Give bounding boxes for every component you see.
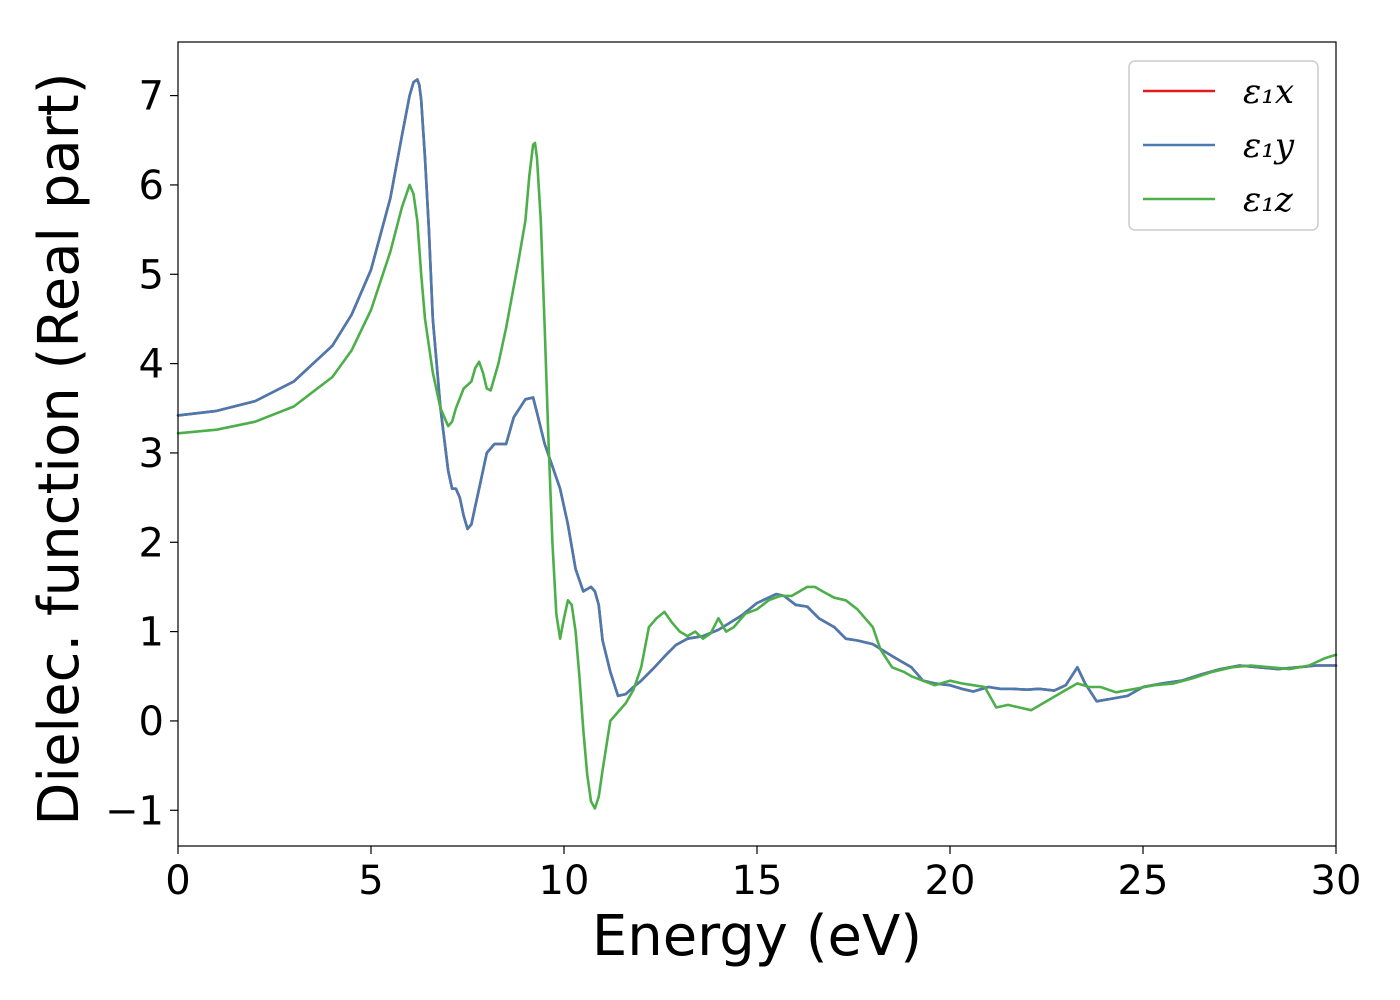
y-tick-label: 7 (139, 74, 164, 120)
y-tick-label: 2 (139, 520, 164, 566)
series-line-y (176, 78, 1338, 703)
x-axis-title: Energy (eV) (592, 904, 922, 969)
legend-frame (1128, 60, 1319, 231)
y-tick-label: 0 (139, 699, 164, 745)
y-tick-label: −1 (105, 788, 164, 834)
x-tick-label: 25 (1118, 858, 1169, 904)
y-tick-label: 1 (139, 610, 164, 656)
x-axis-ticks: 0 5 10 15 20 25 30 (165, 846, 1361, 904)
legend: ε₁x ε₁y ε₁z (1128, 60, 1319, 231)
y-axis-title: Dielec. function (Real part) (27, 72, 92, 825)
x-tick-label: 5 (358, 858, 383, 904)
y-tick-label: 6 (139, 163, 164, 209)
plot-lines (176, 78, 1338, 810)
y-tick-label: 5 (139, 252, 164, 298)
legend-label-y: ε₁y (1243, 126, 1295, 166)
y-tick-label: 3 (139, 431, 164, 477)
x-tick-label: 0 (165, 858, 190, 904)
y-axis-ticks: −1 0 1 2 3 4 5 6 7 (105, 74, 178, 834)
x-tick-label: 30 (1311, 858, 1362, 904)
y-tick-label: 4 (139, 342, 164, 388)
x-tick-label: 10 (539, 858, 590, 904)
x-tick-label: 15 (732, 858, 783, 904)
legend-label-z: ε₁z (1243, 180, 1294, 220)
series-line-z (176, 141, 1338, 810)
legend-label-x: ε₁x (1243, 72, 1294, 112)
x-tick-label: 20 (925, 858, 976, 904)
